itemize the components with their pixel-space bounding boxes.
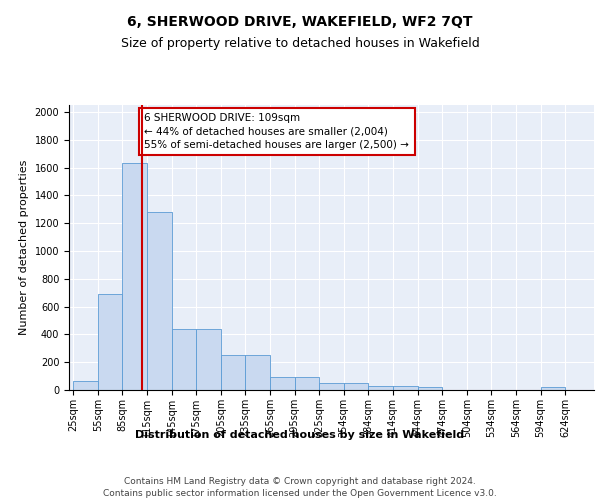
Bar — [245, 355, 270, 390]
Bar — [122, 162, 147, 390]
Text: Distribution of detached houses by size in Wakefield: Distribution of detached houses by size … — [136, 430, 464, 440]
Bar — [147, 212, 172, 390]
Text: Contains HM Land Registry data © Crown copyright and database right 2024.
Contai: Contains HM Land Registry data © Crown c… — [103, 476, 497, 498]
Text: 6, SHERWOOD DRIVE, WAKEFIELD, WF2 7QT: 6, SHERWOOD DRIVE, WAKEFIELD, WF2 7QT — [127, 15, 473, 29]
Bar — [319, 383, 344, 390]
Bar — [344, 383, 368, 390]
Bar — [368, 386, 393, 390]
Bar — [393, 386, 418, 390]
Bar — [418, 386, 442, 390]
Bar — [295, 376, 319, 390]
Bar — [221, 355, 245, 390]
Bar — [270, 376, 295, 390]
Y-axis label: Number of detached properties: Number of detached properties — [19, 160, 29, 335]
Bar — [73, 380, 98, 390]
Text: 6 SHERWOOD DRIVE: 109sqm
← 44% of detached houses are smaller (2,004)
55% of sem: 6 SHERWOOD DRIVE: 109sqm ← 44% of detach… — [145, 114, 409, 150]
Bar — [98, 294, 122, 390]
Bar — [196, 329, 221, 390]
Bar — [172, 329, 196, 390]
Bar — [541, 387, 565, 390]
Text: Size of property relative to detached houses in Wakefield: Size of property relative to detached ho… — [121, 38, 479, 51]
